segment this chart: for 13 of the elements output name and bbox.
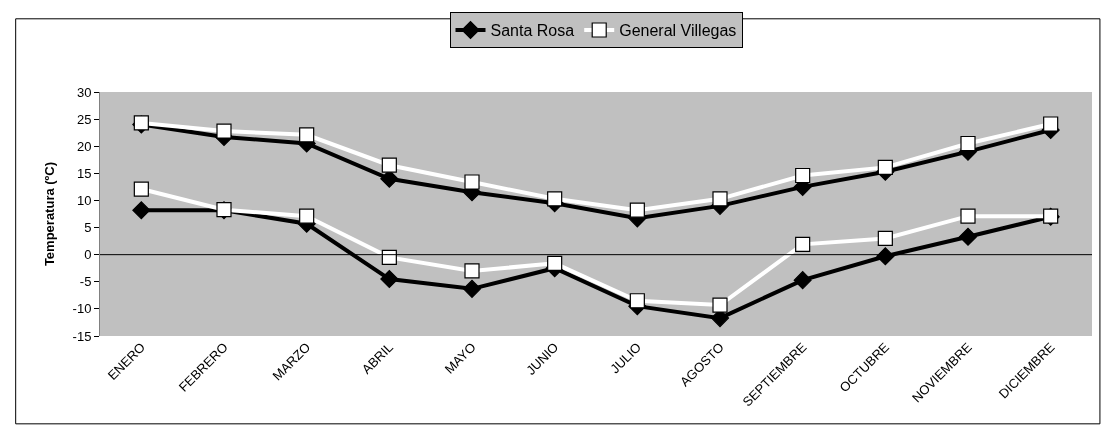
- y-tick-label: 20: [76, 138, 92, 154]
- y-tick-label: -15: [72, 328, 92, 344]
- y-tick-label: -5: [79, 274, 92, 290]
- y-tick-label: -10: [72, 301, 92, 317]
- legend-label: General Villegas: [619, 22, 737, 40]
- y-tick-label: 10: [76, 192, 92, 208]
- y-tick-label: 30: [76, 84, 92, 100]
- y-axis-title: Temperatura (ºC): [41, 161, 57, 267]
- y-tick-label: 0: [84, 247, 92, 263]
- y-tick-label: 5: [84, 220, 92, 236]
- legend-label: Santa Rosa: [490, 22, 575, 40]
- y-tick-label: 25: [76, 111, 92, 127]
- y-tick-label: 15: [76, 165, 92, 181]
